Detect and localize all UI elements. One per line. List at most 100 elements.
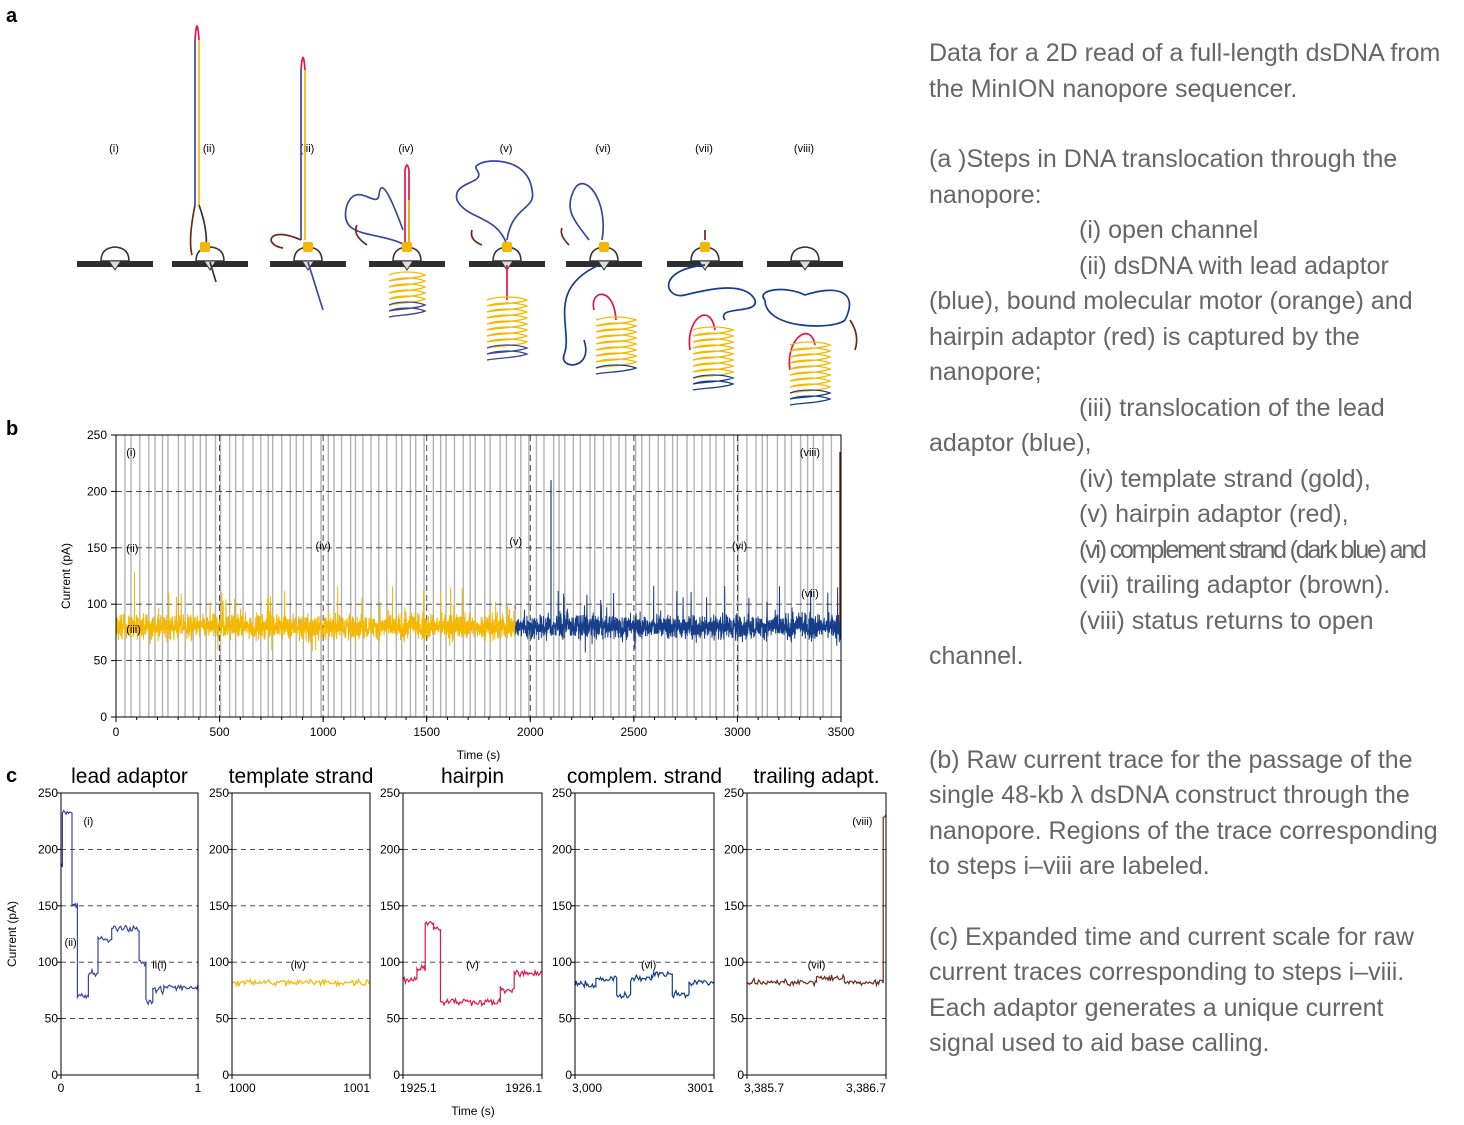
caption-a-ii-2: (blue), bound molecular motor (orange) a… (929, 287, 1413, 386)
x-tick-label: 0 (58, 1081, 65, 1095)
x-tick-label: 3,000 (572, 1081, 602, 1095)
y-tick-label: 50 (387, 1012, 401, 1026)
complement-coil (667, 264, 756, 321)
x-tick-label: 1000 (229, 1081, 256, 1095)
plot-frame (231, 792, 371, 1076)
y-tick-label: 100 (380, 955, 400, 969)
complement-tail (595, 364, 638, 375)
y-axis-label: Current (pA) (59, 543, 73, 609)
pore-i-pore (100, 246, 130, 262)
step-annotation: (ii) (126, 543, 138, 555)
lead-coil (388, 301, 427, 318)
x-tick-label: 0 (113, 725, 120, 739)
step-annotation: (vii) (801, 588, 819, 600)
complement-tail (692, 374, 735, 391)
y-tick-label: 200 (380, 842, 400, 856)
trace (402, 920, 543, 1008)
y-tick-label: 100 (552, 955, 572, 969)
x-tick-label: 1500 (413, 725, 440, 739)
y-tick-label: 200 (724, 842, 744, 856)
complement-tail (789, 389, 832, 406)
step-label: (ii) (203, 143, 215, 155)
step-label: (v) (500, 143, 513, 155)
hairpin-loop (300, 56, 306, 71)
step-annotation: (i) (84, 816, 94, 828)
series-template-strand (115, 572, 516, 652)
x-tick-label: 1926.1 (505, 1081, 542, 1095)
motor-protein (599, 242, 609, 252)
motor-protein (303, 242, 313, 252)
lead-coil (486, 344, 529, 361)
chart-title: trailing adapt. (753, 765, 879, 788)
chart-c1: lead adaptor 0 50 100 150 200 250 0 1 (i) (ii) ii(i… (38, 765, 202, 1095)
chart-title: complem. strand (567, 765, 722, 788)
y-tick-label: 100 (38, 955, 58, 969)
step-annotation: ii(i) (152, 959, 167, 971)
step-annotation: (ii) (64, 937, 76, 949)
leader-through-pore (209, 261, 217, 283)
panel-letter-c: c (6, 765, 17, 787)
hairpin-loop (788, 332, 816, 371)
caption-b: (b) Raw current trace for the passage of… (929, 745, 1438, 881)
x-tick-label: 1001 (343, 1081, 370, 1095)
complement-coil (762, 288, 851, 327)
x-tick-label: 500 (210, 725, 230, 739)
lead-through-pore (307, 261, 324, 311)
hairpin-loop (404, 164, 410, 245)
y-tick-label: 150 (724, 899, 744, 913)
step-annotation: (iv) (291, 959, 306, 971)
pore-ii-pore-throat (203, 260, 217, 271)
y-tick-label: 250 (38, 786, 58, 800)
trailing-adaptor (189, 204, 196, 256)
trailing-adaptor (354, 224, 368, 246)
step-label: (vii) (695, 143, 713, 155)
panel-c-y-axis-label: Current (pA) (5, 901, 19, 967)
caption-a-i: (i) open channel (1079, 216, 1259, 244)
trace (574, 969, 715, 1000)
y-tick-label: 250 (552, 786, 572, 800)
panel-a-schematic: (i) (ii) (iii) (iv) (v) (vi) (vii) (viii) (77, 25, 858, 406)
panel-letter-b: b (6, 418, 18, 440)
x-tick-label: 3001 (687, 1081, 714, 1095)
hairpin-loop (194, 25, 200, 41)
y-tick-label: 0 (393, 1068, 400, 1082)
chart-c4: complem. strand 0 50 100 150 200 250 3,000 3001 (… (552, 765, 722, 1095)
step-annotation: (vii) (808, 959, 826, 971)
step-annotation: (viii) (800, 447, 820, 459)
y-tick-label: 100 (209, 955, 229, 969)
chart-title: lead adaptor (71, 765, 188, 788)
trace (231, 977, 370, 988)
lead-adaptor-coil (455, 160, 534, 246)
template-coil (486, 296, 529, 349)
template-coil (595, 316, 638, 369)
chart-title: template strand (229, 765, 374, 788)
caption-a-iv: (iv) template strand (gold), (1079, 464, 1371, 493)
step-annotation: (viii) (852, 816, 872, 828)
x-tick-label: 2500 (621, 725, 648, 739)
chart-title: hairpin (441, 765, 504, 788)
step-annotation: (i) (126, 447, 136, 459)
x-tick-label: 1 (195, 1081, 202, 1095)
motor-protein (200, 242, 210, 252)
step-label: (viii) (794, 143, 814, 155)
y-tick-label: 200 (38, 842, 58, 856)
trace (60, 809, 199, 1006)
y-tick-label: 0 (51, 1068, 58, 1082)
leader-strand (198, 204, 208, 249)
y-tick-label: 150 (380, 899, 400, 913)
series-complem-strand (514, 585, 842, 653)
pore-i-pore-throat (108, 260, 122, 271)
caption-a-iii-2: adaptor (blue), (929, 429, 1092, 457)
y-tick-label: 50 (731, 1012, 745, 1026)
pore-iv-pore-throat (400, 260, 414, 271)
motor-protein (700, 242, 710, 252)
hairpin-loop (592, 293, 617, 321)
complement-coil (562, 264, 600, 366)
y-tick-label: 50 (559, 1012, 573, 1026)
y-tick-label: 250 (380, 786, 400, 800)
panel-letter-a: a (6, 5, 18, 27)
x-tick-label: 3000 (724, 725, 751, 739)
pore-iii-pore-throat (301, 260, 315, 271)
plot-frame (746, 792, 887, 1076)
lead-adaptor-coil (569, 182, 605, 241)
